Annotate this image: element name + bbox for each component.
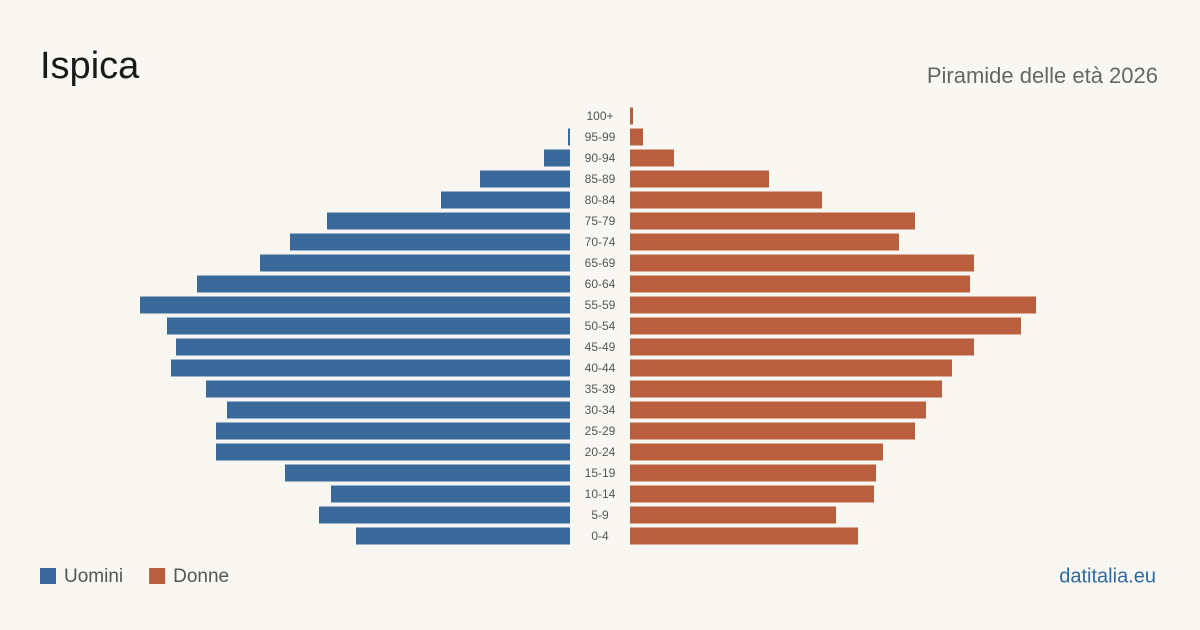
age-label: 20-24	[585, 445, 616, 459]
bar	[441, 191, 570, 209]
bar	[630, 128, 643, 146]
bar	[356, 527, 570, 545]
bar	[197, 275, 570, 293]
bar	[630, 422, 915, 440]
age-label: 30-34	[585, 403, 616, 417]
bar	[176, 338, 570, 356]
bar	[630, 149, 674, 167]
bar	[171, 359, 570, 377]
age-label: 40-44	[585, 361, 616, 375]
bar	[206, 380, 570, 398]
bar	[140, 296, 570, 314]
bar	[630, 170, 769, 188]
age-label: 50-54	[585, 319, 616, 333]
age-label: 5-9	[591, 508, 609, 522]
bar	[167, 317, 570, 335]
bar	[331, 485, 570, 503]
age-label: 35-39	[585, 382, 616, 396]
age-label: 45-49	[585, 340, 616, 354]
age-label: 60-64	[585, 277, 616, 291]
bar	[630, 317, 1021, 335]
bar	[568, 128, 570, 146]
age-label: 90-94	[585, 151, 616, 165]
bar	[630, 107, 633, 125]
age-label: 85-89	[585, 172, 616, 186]
bar	[630, 506, 836, 524]
bar	[630, 212, 915, 230]
bar	[544, 149, 570, 167]
age-label: 70-74	[585, 235, 616, 249]
bar	[630, 191, 822, 209]
legend-label: Donne	[173, 566, 229, 587]
bar	[216, 422, 570, 440]
bar	[630, 401, 926, 419]
age-label: 25-29	[585, 424, 616, 438]
bar	[630, 527, 858, 545]
bar	[630, 464, 876, 482]
age-label: 100+	[586, 109, 613, 123]
age-label: 10-14	[585, 487, 616, 501]
age-label: 55-59	[585, 298, 616, 312]
age-label: 15-19	[585, 466, 616, 480]
age-label: 95-99	[585, 130, 616, 144]
age-label: 0-4	[591, 529, 609, 543]
bar	[630, 359, 952, 377]
bar	[630, 296, 1036, 314]
bar	[630, 233, 899, 251]
bar	[630, 443, 883, 461]
source: datitalia.eu	[1059, 565, 1156, 587]
bar	[319, 506, 570, 524]
bar	[630, 338, 974, 356]
legend-swatch	[149, 568, 166, 584]
bar	[630, 380, 942, 398]
bar	[216, 443, 570, 461]
bar	[480, 170, 570, 188]
age-label: 65-69	[585, 256, 616, 270]
bar	[285, 464, 570, 482]
age-label: 75-79	[585, 214, 616, 228]
bar	[630, 485, 874, 503]
chart-title: Ispica	[40, 45, 140, 87]
chart-subtitle: Piramide delle età 2026	[927, 63, 1158, 88]
bar	[227, 401, 570, 419]
legend-label: Uomini	[64, 566, 123, 587]
bar	[630, 254, 974, 272]
bar	[290, 233, 570, 251]
bar	[630, 275, 970, 293]
bar	[260, 254, 570, 272]
bar	[327, 212, 570, 230]
legend-swatch	[40, 568, 56, 584]
age-label: 80-84	[585, 193, 616, 207]
